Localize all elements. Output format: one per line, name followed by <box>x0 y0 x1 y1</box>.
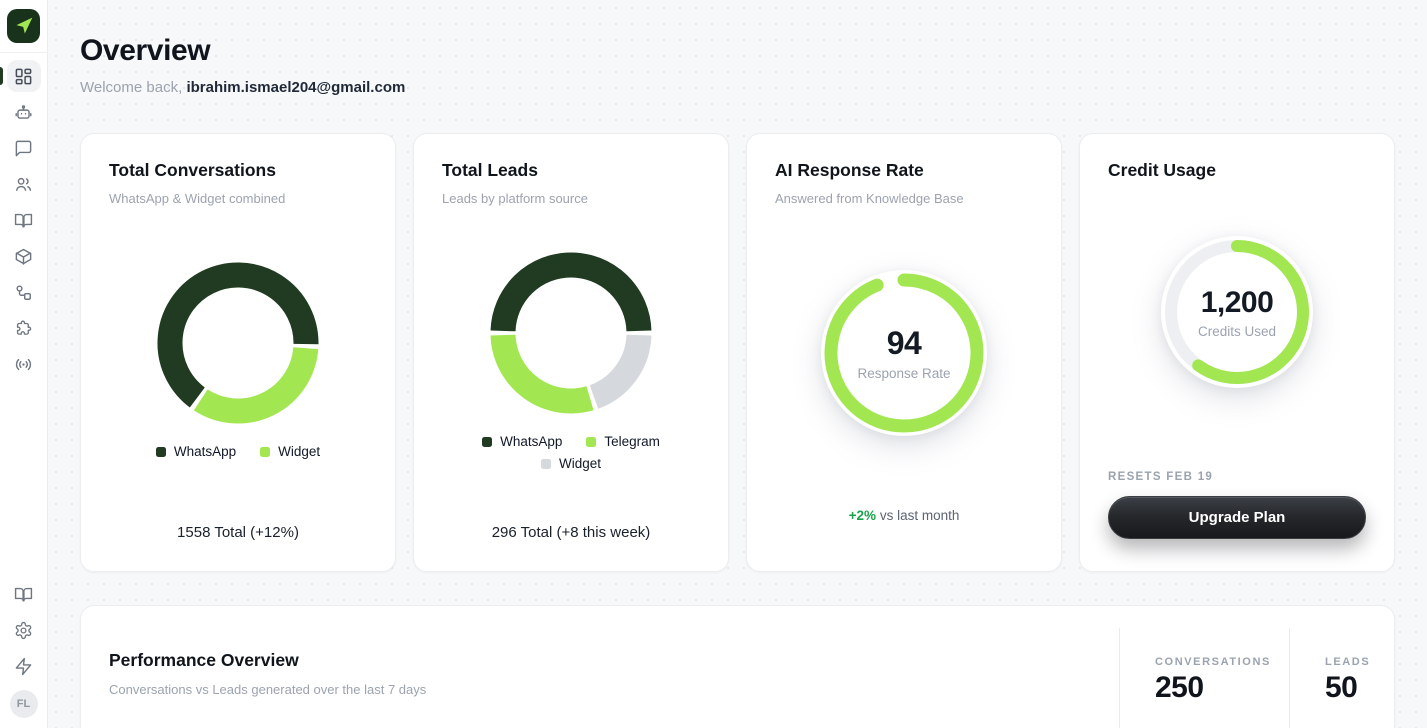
sidebar-nav <box>0 58 47 382</box>
sidebar-item-users[interactable] <box>0 166 47 202</box>
card-title: Credit Usage <box>1108 160 1216 180</box>
book-icon <box>14 213 33 228</box>
active-item-bubble <box>6 60 41 92</box>
card-total-leads: Total Leads Leads by platform source Wha… <box>413 133 729 572</box>
legend-label: Widget <box>278 444 321 459</box>
welcome-line: Welcome back, ibrahim.ismael204@gmail.co… <box>80 79 1395 96</box>
sidebar-item-upgrade[interactable] <box>0 648 47 684</box>
stat-value: 250 <box>1155 671 1204 704</box>
users-icon <box>15 177 32 191</box>
sidebar-item-integrations[interactable] <box>0 274 47 310</box>
stat-leads: LEADS 50 <box>1289 628 1394 728</box>
card-total-conversations: Total Conversations WhatsApp & Widget co… <box>80 133 396 572</box>
legend-item: WhatsApp <box>482 434 562 449</box>
legend-label: WhatsApp <box>500 434 563 449</box>
package-icon <box>15 248 32 265</box>
legend-swatch <box>540 458 551 469</box>
gauge-center: 94 Response Rate <box>819 268 989 438</box>
gauge-center: 1,200 Credits Used <box>1162 237 1312 387</box>
zap-icon <box>15 657 32 675</box>
avatar[interactable]: FL <box>9 690 38 718</box>
legend-swatch <box>482 436 493 447</box>
response-rate-gauge: 94 Response Rate <box>819 268 989 438</box>
delta-text: vs last month <box>876 508 960 523</box>
stat-label: CONVERSATIONS <box>1155 656 1271 668</box>
sidebar-item-bot[interactable] <box>0 94 47 130</box>
legend: WhatsApp Widget <box>109 444 367 459</box>
legend: WhatsApp Telegram <box>442 434 700 449</box>
card-credit-usage: Credit Usage 1,200 Credits Used RESETS F… <box>1079 133 1395 572</box>
book-icon <box>14 587 33 602</box>
app-logo[interactable] <box>7 9 40 43</box>
legend-row-2: Widget <box>442 456 700 471</box>
puzzle-icon <box>16 320 32 335</box>
sidebar-bottom: FL <box>0 576 47 728</box>
credit-usage-ring <box>1162 237 1312 387</box>
resets-date: RESETS FEB 19 <box>1108 471 1214 483</box>
legend-swatch <box>586 436 597 447</box>
credit-usage-gauge: 1,200 Credits Used <box>1161 236 1313 388</box>
legend-item: Telegram <box>586 434 660 449</box>
performance-stats: CONVERSATIONS 250 LEADS 50 <box>1119 606 1394 728</box>
delta-value: +2% <box>848 508 877 523</box>
welcome-prefix: Welcome back, <box>80 79 187 96</box>
sidebar-item-knowledge[interactable] <box>0 202 47 238</box>
card-subtitle: WhatsApp & Widget combined <box>109 191 286 206</box>
card-ai-response-rate: AI Response Rate Answered from Knowledge… <box>746 133 1062 572</box>
gear-icon <box>15 621 32 639</box>
card-title: Total Leads <box>442 160 538 180</box>
card-subtitle: Answered from Knowledge Base <box>775 191 964 206</box>
sidebar-divider <box>0 52 48 53</box>
dashboard-icon <box>15 68 32 84</box>
sidebar-item-settings[interactable] <box>0 612 47 648</box>
page-title: Overview <box>80 34 211 67</box>
card-subtitle: Leads by platform source <box>442 191 588 206</box>
performance-overview-card: Performance Overview Conversations vs Le… <box>80 605 1395 728</box>
user-email: ibrahim.ismael204@gmail.com <box>186 79 406 96</box>
legend-item: Widget <box>540 456 602 471</box>
nodes-icon <box>16 284 31 300</box>
chat-icon <box>15 140 32 156</box>
gauge-value: 1,200 <box>1200 285 1274 319</box>
stat-cards-row: Total Conversations WhatsApp & Widget co… <box>80 133 1395 572</box>
broadcast-icon <box>15 358 32 370</box>
legend-item: Widget <box>260 444 320 459</box>
legend-swatch <box>155 446 166 457</box>
legend-label: Widget <box>558 456 602 471</box>
card-title: Total Conversations <box>109 160 276 180</box>
gauge-footnote: +2% vs last month <box>775 508 1033 545</box>
legend-label: WhatsApp <box>173 444 237 459</box>
conversations-donut-chart <box>153 258 323 428</box>
sidebar-item-dashboard[interactable] <box>0 58 47 94</box>
sidebar-item-plugins[interactable] <box>0 310 47 346</box>
card-title: AI Response Rate <box>775 160 924 180</box>
performance-header: Performance Overview Conversations vs Le… <box>81 606 426 728</box>
performance-subtitle: Conversations vs Leads generated over th… <box>109 682 427 697</box>
sidebar-item-docs[interactable] <box>0 576 47 612</box>
page-header: Overview Welcome back, ibrahim.ismael204… <box>80 0 1395 96</box>
gauge-label: Credits Used <box>1197 323 1277 339</box>
legend-item: WhatsApp <box>155 444 237 459</box>
gauge-label: Response Rate <box>857 366 951 381</box>
legend-swatch <box>260 446 271 457</box>
total-label: 296 Total (+8 this week) <box>491 524 651 541</box>
sidebar-item-broadcast[interactable] <box>0 346 47 382</box>
sidebar-item-chat[interactable] <box>0 130 47 166</box>
gauge-value: 94 <box>886 325 922 361</box>
upgrade-plan-button[interactable]: Upgrade Plan <box>1108 496 1366 539</box>
bot-icon <box>15 104 32 119</box>
total-label: 1558 Total (+12%) <box>177 524 299 541</box>
stat-value: 50 <box>1325 671 1358 704</box>
main-content: Overview Welcome back, ibrahim.ismael204… <box>48 0 1427 728</box>
leads-donut-chart <box>486 248 656 418</box>
stat-conversations: CONVERSATIONS 250 <box>1119 628 1289 728</box>
response-rate-ring <box>819 268 989 438</box>
legend-label: Telegram <box>604 434 660 449</box>
paper-plane-icon <box>16 17 32 34</box>
stat-label: LEADS <box>1325 656 1371 668</box>
performance-title: Performance Overview <box>109 650 299 670</box>
sidebar-item-packages[interactable] <box>0 238 47 274</box>
sidebar: FL <box>0 0 48 728</box>
